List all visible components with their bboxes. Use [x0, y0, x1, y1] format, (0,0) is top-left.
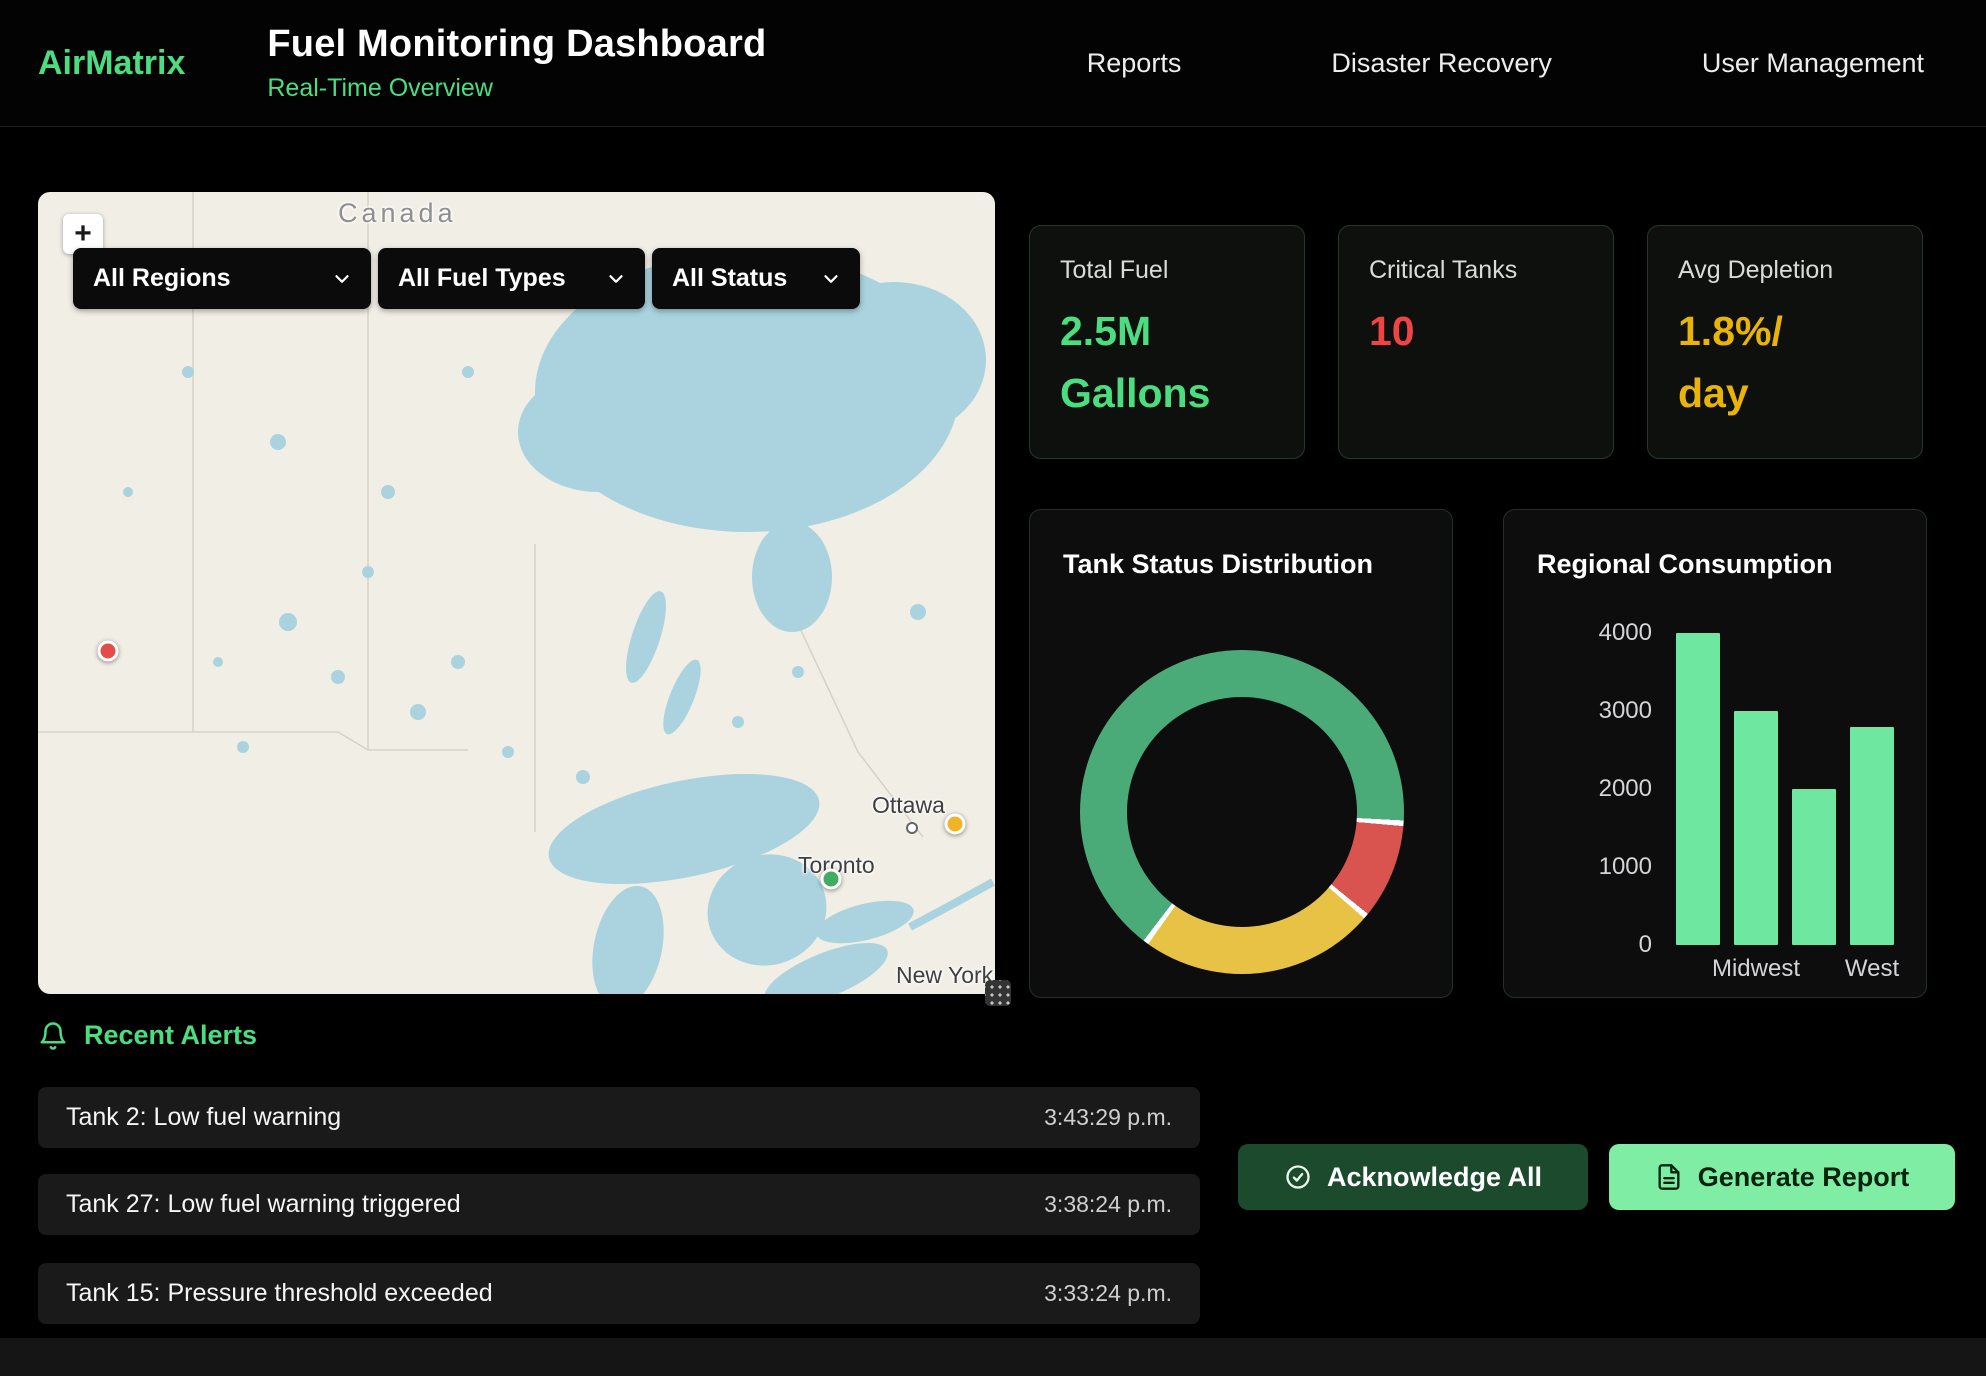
generate-report-button[interactable]: Generate Report [1609, 1144, 1955, 1210]
y-tick-label: 0 [1639, 931, 1652, 959]
stat-card-avg-depletion: Avg Depletion 1.8%/ day [1647, 225, 1923, 459]
page-title: Fuel Monitoring Dashboard [267, 23, 766, 66]
status-filter-value: All Status [672, 264, 787, 293]
map-filter-bar: All Regions All Fuel Types All Status [73, 248, 860, 309]
title-block: Fuel Monitoring Dashboard Real-Time Over… [267, 23, 766, 103]
y-tick-label: 4000 [1599, 619, 1652, 647]
stat-label: Total Fuel [1060, 256, 1274, 285]
region-filter-value: All Regions [93, 264, 231, 293]
stat-label: Critical Tanks [1369, 256, 1583, 285]
nav-user-management[interactable]: User Management [1702, 48, 1924, 79]
y-tick-label: 2000 [1599, 775, 1652, 803]
bar [1734, 711, 1778, 945]
map-label-ottawa: Ottawa [872, 792, 945, 819]
bar-chart: 01000200030004000 MidwestWest [1504, 633, 1894, 945]
page-subtitle: Real-Time Overview [267, 74, 766, 103]
alert-row[interactable]: Tank 2: Low fuel warning 3:43:29 p.m. [38, 1087, 1200, 1148]
stat-card-critical-tanks: Critical Tanks 10 [1338, 225, 1614, 459]
x-tick-label: Midwest [1712, 955, 1800, 983]
chevron-down-icon [331, 268, 353, 290]
app-root: AirMatrix Fuel Monitoring Dashboard Real… [0, 0, 1986, 1376]
footer-strip [0, 1338, 1986, 1376]
donut-hole [1127, 697, 1357, 927]
y-tick-label: 1000 [1599, 853, 1652, 881]
alert-message: Tank 2: Low fuel warning [66, 1103, 341, 1132]
stat-label: Avg Depletion [1678, 256, 1892, 285]
recent-alerts-title: Recent Alerts [84, 1020, 257, 1051]
bar [1792, 789, 1836, 945]
main-nav: Reports Disaster Recovery User Managemen… [1087, 48, 1924, 79]
fuel-type-filter-dropdown[interactable]: All Fuel Types [378, 248, 645, 309]
town-icon [906, 822, 918, 834]
bar-column [1792, 633, 1836, 945]
stat-value: 1.8%/ day [1678, 301, 1856, 424]
acknowledge-all-label: Acknowledge All [1327, 1162, 1542, 1193]
regional-consumption-chart-card: Regional Consumption 0 1000 2000 3000 4000 M… [1503, 509, 1927, 998]
x-tick-label: West [1845, 955, 1899, 983]
bar-yaxis: 01000200030004000 [1504, 633, 1652, 945]
map-label-canada: Canada [338, 198, 457, 229]
alert-time: 3:43:29 p.m. [1044, 1104, 1172, 1131]
document-icon [1655, 1163, 1683, 1191]
alert-message: Tank 15: Pressure threshold exceeded [66, 1279, 493, 1308]
y-tick-label: 3000 [1599, 697, 1652, 725]
chart-title: Regional Consumption [1537, 549, 1832, 580]
nav-disaster-recovery[interactable]: Disaster Recovery [1331, 48, 1552, 79]
bar-column: Midwest [1734, 633, 1778, 945]
alert-message: Tank 27: Low fuel warning triggered [66, 1190, 461, 1219]
acknowledge-all-button[interactable]: Acknowledge All [1238, 1144, 1588, 1210]
tank-marker-normal[interactable] [821, 869, 842, 890]
recent-alerts-heading: Recent Alerts [38, 1020, 257, 1051]
chevron-down-icon [605, 268, 627, 290]
alert-time: 3:33:24 p.m. [1044, 1280, 1172, 1307]
alert-time: 3:38:24 p.m. [1044, 1191, 1172, 1218]
map-drag-handle[interactable] [985, 980, 1011, 1006]
app-header: AirMatrix Fuel Monitoring Dashboard Real… [0, 0, 1986, 127]
map-label-newyork: New York [896, 962, 993, 989]
check-circle-icon [1284, 1163, 1312, 1191]
nav-reports[interactable]: Reports [1087, 48, 1182, 79]
fuel-type-filter-value: All Fuel Types [398, 264, 566, 293]
tank-marker-critical[interactable] [98, 641, 119, 662]
bar [1850, 727, 1894, 945]
generate-report-label: Generate Report [1698, 1162, 1910, 1193]
stat-card-total-fuel: Total Fuel 2.5M Gallons [1029, 225, 1305, 459]
bar [1676, 633, 1720, 945]
alert-row[interactable]: Tank 27: Low fuel warning triggered 3:38… [38, 1174, 1200, 1235]
bar-column: West [1850, 633, 1894, 945]
tank-status-chart-card: Tank Status Distribution [1029, 509, 1453, 998]
bell-icon [38, 1021, 68, 1051]
bar-plot: Midwest West [1676, 633, 1894, 945]
alert-row[interactable]: Tank 15: Pressure threshold exceeded 3:3… [38, 1263, 1200, 1324]
chevron-down-icon [820, 268, 842, 290]
bar-column [1676, 633, 1720, 945]
status-filter-dropdown[interactable]: All Status [652, 248, 860, 309]
brand-logo: AirMatrix [38, 44, 185, 83]
tank-marker-warning[interactable] [945, 814, 966, 835]
stat-value: 10 [1369, 301, 1547, 363]
donut-chart [1080, 650, 1404, 974]
stat-value: 2.5M Gallons [1060, 301, 1238, 424]
chart-title: Tank Status Distribution [1063, 549, 1373, 580]
region-filter-dropdown[interactable]: All Regions [73, 248, 371, 309]
map[interactable]: Canada Ottawa Toronto New York + All Reg… [38, 192, 995, 994]
